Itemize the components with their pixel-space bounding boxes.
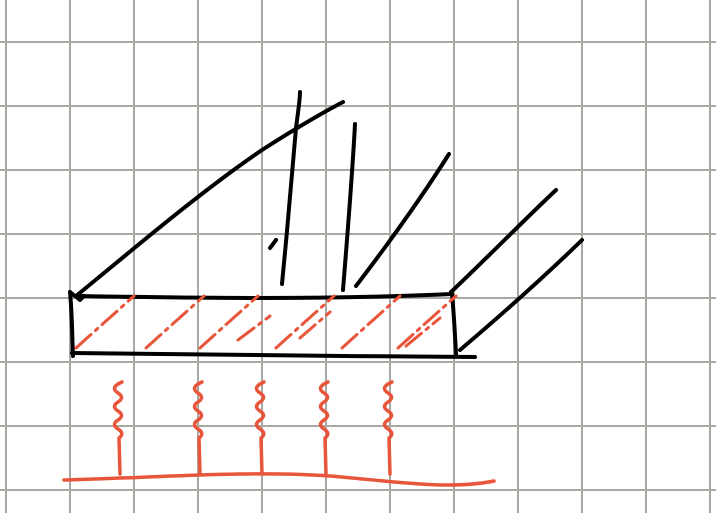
hatch-stroke xyxy=(274,294,336,350)
hatch-stroke xyxy=(396,294,458,350)
heat-wavy-lines xyxy=(112,380,394,476)
hatch-stroke xyxy=(198,294,260,350)
ray-left-diagonal xyxy=(74,100,345,298)
slab-bottom-edge xyxy=(70,351,477,359)
ray-vertical-2 xyxy=(341,122,357,292)
hatch-stroke xyxy=(236,314,272,342)
slab-left-flourish xyxy=(68,290,86,302)
heat-wave xyxy=(112,380,124,476)
black-rays xyxy=(74,90,584,352)
slab-left-edge xyxy=(68,290,75,358)
hatch-stroke xyxy=(340,294,402,350)
ray-vertical-1 xyxy=(280,90,302,286)
heat-wave xyxy=(192,380,204,476)
ray-diagonal-3 xyxy=(354,152,451,288)
ray-diagonal-5 xyxy=(458,238,584,352)
slab-hatching xyxy=(74,294,458,350)
heat-wave xyxy=(382,380,394,476)
hatch-stroke xyxy=(144,294,206,350)
hatch-stroke xyxy=(74,294,136,350)
heat-wave xyxy=(318,380,330,476)
heat-source xyxy=(62,380,496,487)
hatch-stroke xyxy=(298,310,332,340)
ray-vertical-1-tick xyxy=(268,238,278,250)
heat-source-line xyxy=(62,472,496,487)
hatch-stroke xyxy=(404,316,442,348)
ray-diagonal-4 xyxy=(449,188,558,294)
heat-wave xyxy=(254,380,266,476)
